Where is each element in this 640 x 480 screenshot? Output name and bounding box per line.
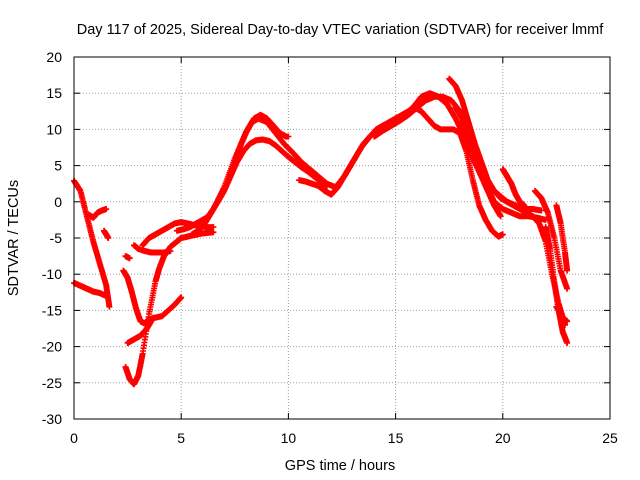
series-trace-3 — [86, 206, 110, 221]
series-trace-4 — [101, 227, 112, 241]
y-tick-label: 15 — [46, 85, 62, 101]
series-trace-5 — [122, 229, 217, 388]
series-trace-20 — [532, 187, 571, 292]
trace-marks — [553, 202, 571, 274]
trace-marks — [122, 229, 217, 388]
trace-marks — [532, 187, 571, 292]
trace-marks — [101, 227, 112, 241]
series-trace-23 — [553, 303, 571, 325]
series-trace-13 — [199, 115, 399, 227]
x-axis-label: GPS time / hours — [285, 458, 395, 474]
trace-marks — [131, 242, 174, 256]
plot-frame — [73, 56, 611, 420]
y-tick-label: -5 — [50, 230, 63, 246]
trace-marks — [452, 104, 504, 220]
tick-labels: 0 5 10 15 20 25 -30 -25 -20 -15 -10 -5 0 5 10 15 20 — [42, 49, 618, 446]
series-trace-14 — [296, 104, 506, 240]
y-tick-label: -25 — [42, 375, 62, 391]
trace-marks — [86, 206, 110, 221]
x-tick-label: 25 — [602, 430, 618, 446]
chart-title: Day 117 of 2025, Sidereal Day-to-day VTE… — [77, 22, 604, 38]
series-trace-12 — [188, 136, 330, 238]
y-tick-label: 10 — [46, 121, 62, 137]
series-trace-7 — [120, 267, 185, 327]
grid — [74, 57, 610, 419]
y-tick-label: -15 — [42, 302, 62, 318]
y-tick-label: -10 — [42, 266, 62, 282]
trace-marks — [122, 253, 133, 262]
data-points — [71, 75, 571, 388]
trace-marks — [120, 267, 185, 327]
y-axis-label: SDTVAR / TECUs — [6, 180, 22, 296]
trace-marks — [124, 314, 157, 346]
y-tick-label: -20 — [42, 339, 62, 355]
y-tick-label: 0 — [54, 194, 62, 210]
x-tick-label: 20 — [495, 430, 511, 446]
trace-marks — [199, 115, 399, 227]
series-trace-18 — [452, 104, 504, 220]
series-trace-8 — [122, 253, 133, 262]
trace-marks — [553, 303, 571, 325]
y-tick-label: 20 — [46, 49, 62, 65]
x-tick-label: 15 — [388, 430, 404, 446]
trace-marks — [188, 136, 330, 238]
series-trace-9 — [131, 242, 174, 256]
y-tick-label: 5 — [54, 158, 62, 174]
x-tick-label: 5 — [177, 430, 185, 446]
series-trace-22 — [553, 202, 571, 274]
trace-marks — [499, 166, 528, 209]
trace-marks — [296, 104, 506, 240]
x-tick-label: 10 — [281, 430, 297, 446]
series-trace-6 — [124, 314, 157, 346]
x-tick-label: 0 — [70, 430, 78, 446]
y-tick-label: -30 — [42, 411, 62, 427]
series-trace-19 — [499, 166, 528, 209]
